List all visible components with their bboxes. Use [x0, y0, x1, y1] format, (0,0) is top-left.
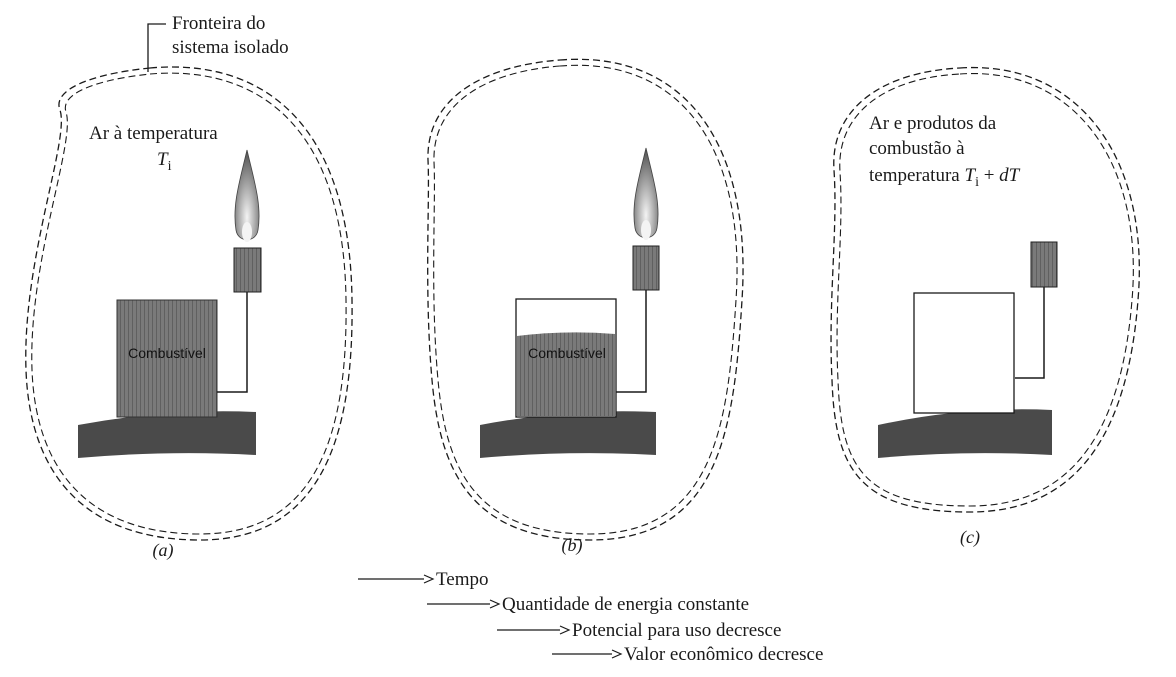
arrow-potential: Potencial para uso decresce [497, 620, 781, 641]
ground-b [480, 411, 656, 458]
caption-a: (a) [153, 540, 174, 561]
fuel-level-b [517, 332, 615, 416]
panel-a-T-subscript: i [168, 159, 172, 174]
arrow-energy: Quantidade de energia constante [427, 594, 749, 615]
panel-c-line2: combustão à [869, 138, 965, 159]
panel-a-air-label: Ar à temperatura [89, 123, 218, 144]
panel-a-temperature-symbol: Ti [157, 149, 172, 174]
panel-c-line3-prefix: temperatura [869, 165, 964, 186]
isolated-boundary-b-inner [433, 64, 738, 535]
burner-b [632, 245, 660, 291]
boundary-label-line2: sistema isolado [172, 37, 289, 58]
fuel-tank-a [116, 299, 218, 418]
panel-c: Ar e produtos da combustão à temperatura… [830, 66, 1140, 548]
panel-c-T: T [964, 165, 976, 186]
arrow-label-potential: Potencial para uso decresce [572, 620, 781, 641]
isolated-boundary-a-outer [25, 66, 353, 541]
flame-core-b [641, 220, 651, 240]
arrow-label-time: Tempo [436, 569, 489, 590]
isolated-boundary-a-inner [31, 72, 347, 535]
panel-c-plus: + [979, 165, 999, 186]
arrow-economic: Valor econômico decresce [552, 644, 823, 665]
panel-a: Ar à temperatura Ti Combustível (a) [25, 66, 353, 561]
isolated-boundary-c-inner [836, 73, 1134, 507]
burner-c [1030, 241, 1058, 288]
caption-c: (c) [960, 527, 980, 548]
panel-c-T-subscript: i [975, 175, 979, 190]
boundary-label-line1: Fronteira do [172, 13, 265, 34]
fuel-pipe-c [1015, 287, 1045, 379]
burner-a [233, 247, 262, 293]
ground-a [78, 411, 256, 458]
arrow-time: Tempo [358, 569, 489, 590]
fuel-label-a: Combustível [128, 345, 206, 361]
ground-c [878, 409, 1052, 458]
panel-b: Combustível (b) [427, 58, 744, 556]
boundary-label: Fronteira do sistema isolado [147, 13, 289, 72]
fuel-pipe-a [217, 292, 248, 393]
fuel-pipe-b [616, 290, 647, 393]
process-arrows: Tempo Quantidade de energia constante Po… [358, 569, 823, 665]
panel-c-line3: temperatura Ti + dT [869, 165, 1021, 190]
arrow-label-energy: Quantidade de energia constante [502, 594, 749, 615]
arrow-label-economic: Valor econômico decresce [624, 644, 823, 665]
isolated-boundary-b-outer [427, 58, 744, 541]
isolated-boundary-c-outer [830, 66, 1140, 513]
flame-core-a [242, 222, 252, 242]
panel-c-dT: dT [999, 165, 1021, 186]
caption-b: (b) [562, 535, 583, 556]
panel-c-line1: Ar e produtos da [869, 113, 997, 134]
fuel-tank-c-empty [913, 292, 1015, 414]
panel-a-T: T [157, 149, 169, 170]
fuel-label-b: Combustível [528, 345, 606, 361]
